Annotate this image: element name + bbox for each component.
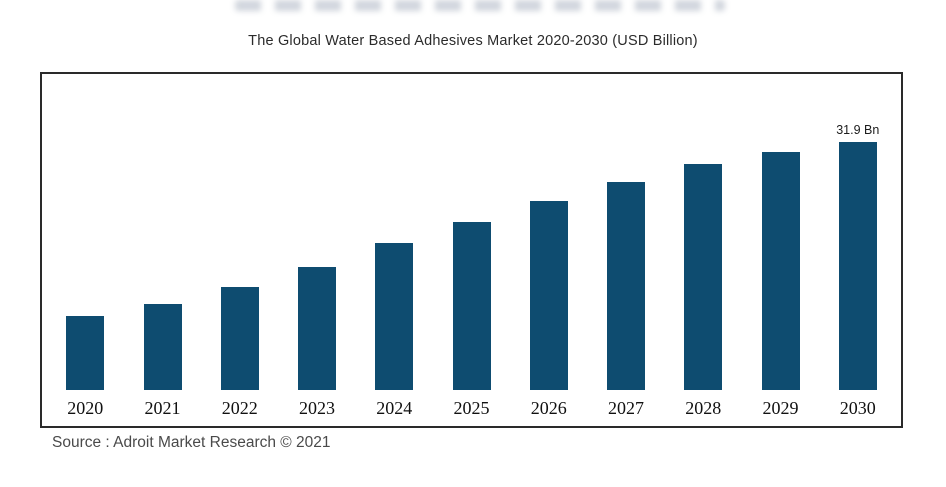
- bar: [375, 243, 414, 390]
- bar-column: 2029: [743, 74, 819, 426]
- bar-x-label: 2024: [376, 397, 413, 418]
- source-note: Source : Adroit Market Research © 2021: [52, 434, 331, 451]
- bar-x-label: 2029: [762, 397, 799, 418]
- bar-x-label: 2022: [221, 397, 258, 418]
- bar-column: 2025: [434, 74, 510, 426]
- chart-plot-area: 2020 2021 2022 2023 2024 2025 2026 2027 2028 2029…: [40, 72, 903, 428]
- bar: [761, 152, 800, 390]
- bar-x-label: 2020: [67, 397, 104, 418]
- bar-column: 2023: [279, 74, 355, 426]
- bar-value-label: 31.9 Bn: [836, 123, 880, 137]
- bar-x-label: 2026: [530, 397, 567, 418]
- bar-column: 31.9 Bn 2030: [820, 74, 896, 426]
- bar-x-label: 2025: [453, 397, 490, 418]
- bar: [838, 142, 877, 390]
- bar-column: 2028: [665, 74, 741, 426]
- bar: [529, 201, 568, 390]
- bar-x-label: 2021: [144, 397, 181, 418]
- chart-title: The Global Water Based Adhesives Market …: [248, 33, 698, 49]
- bar-x-label: 2028: [685, 397, 722, 418]
- bar-column: 2027: [588, 74, 664, 426]
- bar: [607, 182, 645, 390]
- bar-x-label: 2027: [608, 397, 644, 418]
- bar-column: 2024: [356, 74, 432, 426]
- bar-x-label: 2023: [299, 397, 335, 418]
- bar-column: 2021: [125, 74, 201, 426]
- bar-column: 2022: [202, 74, 278, 426]
- bar: [684, 164, 723, 390]
- bar-column: 2020: [47, 74, 123, 426]
- bar: [220, 287, 259, 390]
- bar-x-label: 2030: [839, 397, 876, 418]
- bar: [143, 304, 182, 390]
- bars-row: 2020 2021 2022 2023 2024 2025 2026 2027 2028 2029…: [42, 74, 901, 426]
- bar: [66, 316, 105, 390]
- bar: [298, 267, 336, 390]
- bar: [452, 222, 491, 390]
- bar-column: 2026: [511, 74, 587, 426]
- cropped-header-smudge: [235, 0, 725, 11]
